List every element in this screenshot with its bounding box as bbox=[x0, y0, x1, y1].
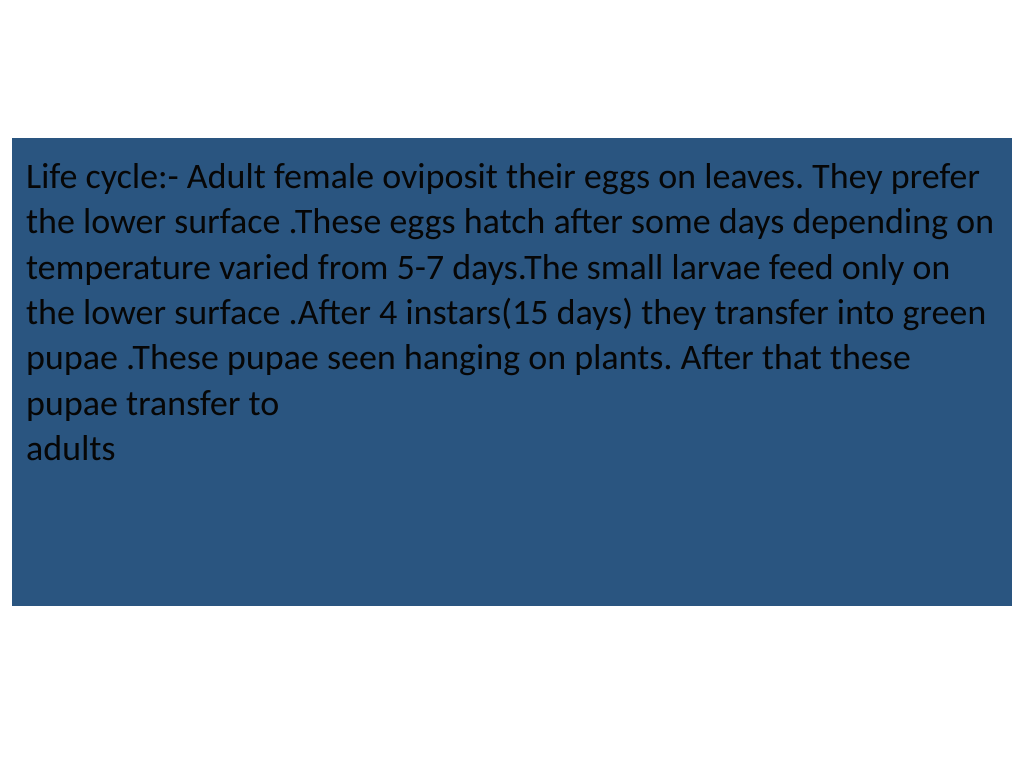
slide-content-box: Life cycle:- Adult female oviposit their… bbox=[12, 138, 1012, 606]
slide-body-text: Life cycle:- Adult female oviposit their… bbox=[26, 154, 998, 472]
